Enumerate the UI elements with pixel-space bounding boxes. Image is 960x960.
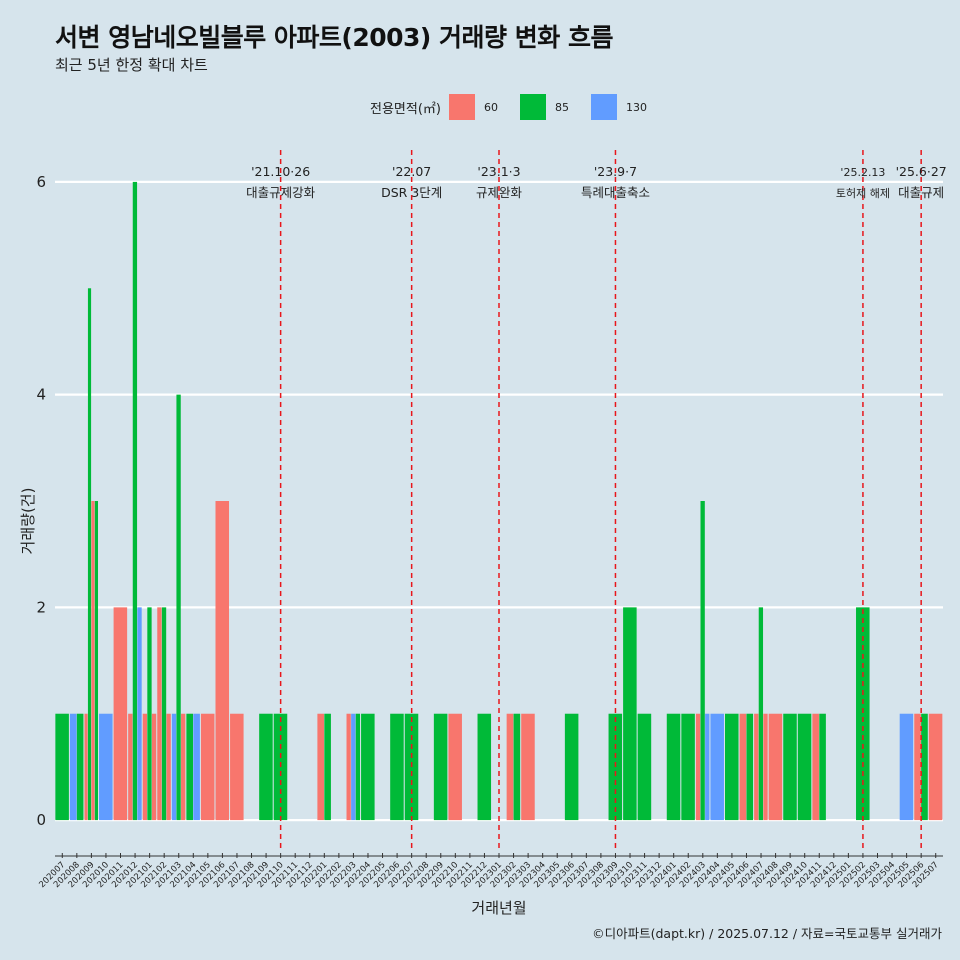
bar-60 <box>768 713 783 821</box>
bar-130 <box>705 713 710 821</box>
bar-60 <box>200 713 215 821</box>
bar-130 <box>351 713 356 821</box>
bar-85 <box>477 713 492 821</box>
y-axis-title: 거래량(건) <box>19 488 37 555</box>
bar-85 <box>513 713 521 821</box>
bar-60 <box>230 713 244 821</box>
bar-60 <box>346 713 351 821</box>
bar-60 <box>151 713 157 821</box>
bar-85 <box>819 713 826 821</box>
bar-60 <box>448 713 462 821</box>
bar-85 <box>76 713 84 821</box>
bar-85 <box>132 181 138 821</box>
legend-swatch-85 <box>519 94 546 120</box>
legend-label-130: 130 <box>625 100 647 114</box>
bar-130 <box>193 713 200 821</box>
legend-swatch-60 <box>448 94 475 120</box>
event-label: 토허제 해제 <box>836 186 890 200</box>
bar-85 <box>681 713 695 821</box>
event-label: 대출규제 <box>898 185 944 200</box>
bar-60 <box>928 713 943 821</box>
bar-85 <box>725 713 739 821</box>
bar-60 <box>739 713 747 821</box>
bar-60 <box>215 501 230 821</box>
bar-60 <box>812 713 819 821</box>
bar-85 <box>355 713 361 821</box>
bar-85 <box>637 713 652 821</box>
event-lines: '21.10·26 대출규제강화 '22.07 DSR 3단계 '23.1·3 규제완화 '… <box>246 150 947 852</box>
y-tick-label: 6 <box>36 173 46 191</box>
bar-60 <box>91 501 95 821</box>
bar-85 <box>390 713 404 821</box>
legend-label-85: 85 <box>554 100 569 114</box>
bar-60 <box>157 607 162 821</box>
x-axis-title: 거래년월 <box>471 899 526 917</box>
chart-title: 서변 영남네오빌블루 아파트(2003) 거래량 변화 흐름 <box>55 23 613 52</box>
y-tick-label: 2 <box>36 598 46 616</box>
y-tick-label: 4 <box>36 386 46 404</box>
bar-85 <box>564 713 579 821</box>
bar-85 <box>783 713 797 821</box>
bar-85 <box>55 713 69 821</box>
bar-85 <box>186 713 193 821</box>
bar-85 <box>623 607 637 821</box>
legend-label-60: 60 <box>483 100 498 114</box>
bar-60 <box>166 713 171 821</box>
axes: 0246202007202008202009202010202011202012… <box>19 173 943 917</box>
bar-60 <box>142 713 148 821</box>
event-label: 규제완화 <box>476 185 523 200</box>
event-date: '25.6·27 <box>896 164 947 179</box>
bar-60 <box>113 607 128 821</box>
bar-60 <box>521 713 535 821</box>
bar-85 <box>94 501 99 821</box>
legend-title: 전용면적(㎡) <box>370 101 441 117</box>
bar-130 <box>69 713 77 821</box>
y-tick-label: 0 <box>36 811 46 829</box>
bar-60 <box>914 713 921 821</box>
bar-130 <box>171 713 177 821</box>
source-caption: ©디아파트(dapt.kr) / 2025.07.12 / 자료=국토교통부 실… <box>592 926 942 941</box>
chart-subtitle: 최근 5년 한정 확대 차트 <box>55 56 208 74</box>
bar-85 <box>700 501 705 821</box>
bar-85 <box>324 713 331 821</box>
event-date: '22.07 <box>392 164 431 179</box>
bar-60 <box>754 713 759 821</box>
event-label: DSR 3단계 <box>381 185 442 200</box>
bar-85 <box>361 713 375 821</box>
bar-85 <box>176 394 181 821</box>
bar-85 <box>259 713 273 821</box>
legend-swatch-130 <box>590 94 617 120</box>
event-date: '21.10·26 <box>251 164 310 179</box>
bar-85 <box>666 713 681 821</box>
bar-60 <box>506 713 514 821</box>
bar-85 <box>797 713 812 821</box>
bar-130 <box>99 713 113 821</box>
bar-85 <box>87 288 92 821</box>
event-date: '25.2.13 <box>840 166 885 179</box>
bar-60 <box>695 713 701 821</box>
bar-85 <box>921 713 928 821</box>
legend: 전용면적(㎡) 60 85 130 <box>370 94 669 120</box>
bar-85 <box>856 607 870 821</box>
event-date: '23.9·7 <box>594 164 637 179</box>
bar-130 <box>899 713 914 821</box>
bar-60 <box>317 713 325 821</box>
bar-85 <box>161 607 167 821</box>
bar-130 <box>710 713 724 821</box>
bar-60 <box>763 713 768 821</box>
bar-85 <box>433 713 448 821</box>
event-label: 대출규제강화 <box>246 185 316 200</box>
event-label: 특례대출축소 <box>581 185 650 200</box>
bar-60 <box>181 713 186 821</box>
bar-60 <box>84 713 88 821</box>
bar-85 <box>758 607 764 821</box>
bar-85 <box>746 713 754 821</box>
bar-130 <box>137 607 142 821</box>
event-date: '23.1·3 <box>477 164 520 179</box>
bar-60 <box>128 713 133 821</box>
bar-85 <box>147 607 152 821</box>
